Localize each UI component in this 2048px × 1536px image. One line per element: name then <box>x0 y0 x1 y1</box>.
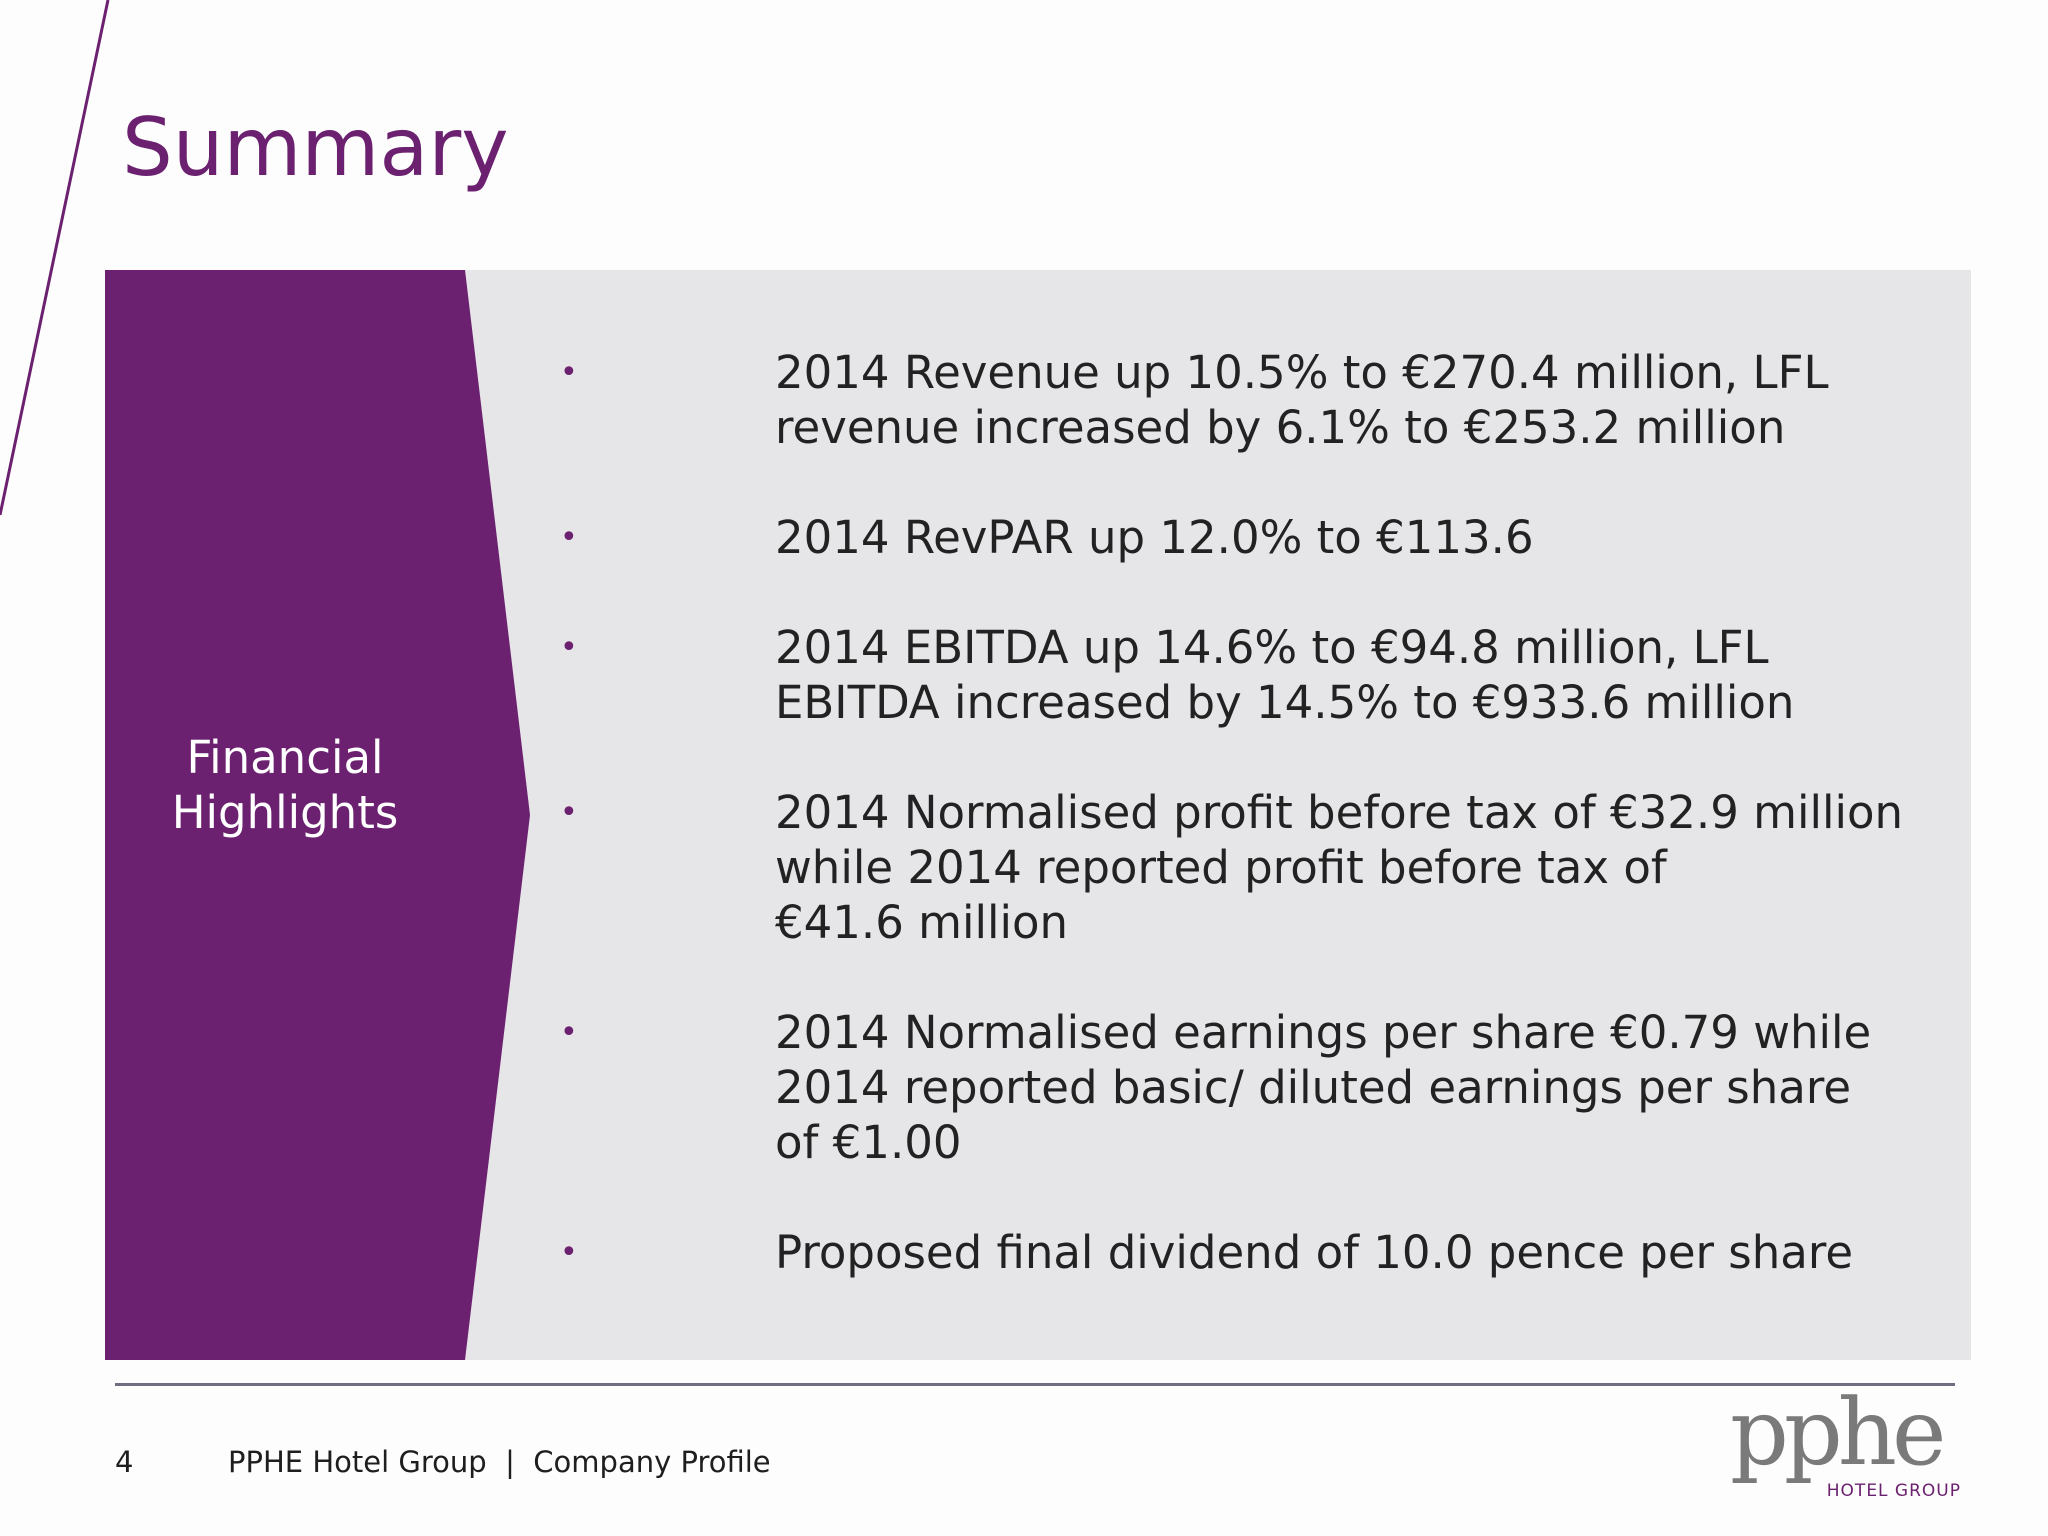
section-label-line-2: Highlights <box>171 786 399 839</box>
list-item: • 2014 Normalised profit before tax of €… <box>560 785 1960 950</box>
page-title: Summary <box>122 101 509 194</box>
bullet-icon: • <box>560 630 578 665</box>
section-label: Financial Highlights <box>105 730 465 840</box>
list-item-text: 2014 RevPAR up 12.0% to €113.6 <box>775 511 1534 564</box>
list-item-text: Proposed final dividend of 10.0 pence pe… <box>775 1226 1854 1279</box>
bullet-icon: • <box>560 1235 578 1270</box>
chevron-shape <box>105 270 530 1360</box>
section-label-line-1: Financial <box>186 731 384 784</box>
bullet-icon: • <box>560 795 578 830</box>
list-item: • 2014 Revenue up 10.5% to €270.4 millio… <box>560 345 1960 455</box>
list-item: • Proposed final dividend of 10.0 pence … <box>560 1225 1960 1280</box>
logo-wordmark: pphe <box>1730 1379 1946 1486</box>
list-item: • 2014 RevPAR up 12.0% to €113.6 <box>560 510 1960 565</box>
page-number: 4 <box>115 1445 134 1479</box>
company-logo: pphe HOTEL GROUP <box>1730 1387 1965 1505</box>
bullet-icon: • <box>560 520 578 555</box>
footer-divider <box>115 1383 1955 1386</box>
list-item-text: 2014 Normalised profit before tax of €32… <box>775 786 1904 949</box>
bullet-icon: • <box>560 1015 578 1050</box>
bullet-icon: • <box>560 355 578 390</box>
footer-text: PPHE Hotel Group | Company Profile <box>228 1445 771 1479</box>
list-item: • 2014 Normalised earnings per share €0.… <box>560 1005 1960 1170</box>
list-item-text: 2014 Normalised earnings per share €0.79… <box>775 1006 1872 1169</box>
list-item-text: 2014 EBITDA up 14.6% to €94.8 million, L… <box>775 621 1795 729</box>
list-item: • 2014 EBITDA up 14.6% to €94.8 million,… <box>560 620 1960 730</box>
logo-subtitle: HOTEL GROUP <box>1826 1481 1961 1501</box>
list-item-text: 2014 Revenue up 10.5% to €270.4 million,… <box>775 346 1829 454</box>
decorative-diagonal-line <box>0 0 110 516</box>
highlights-list: • 2014 Revenue up 10.5% to €270.4 millio… <box>560 345 1960 1335</box>
